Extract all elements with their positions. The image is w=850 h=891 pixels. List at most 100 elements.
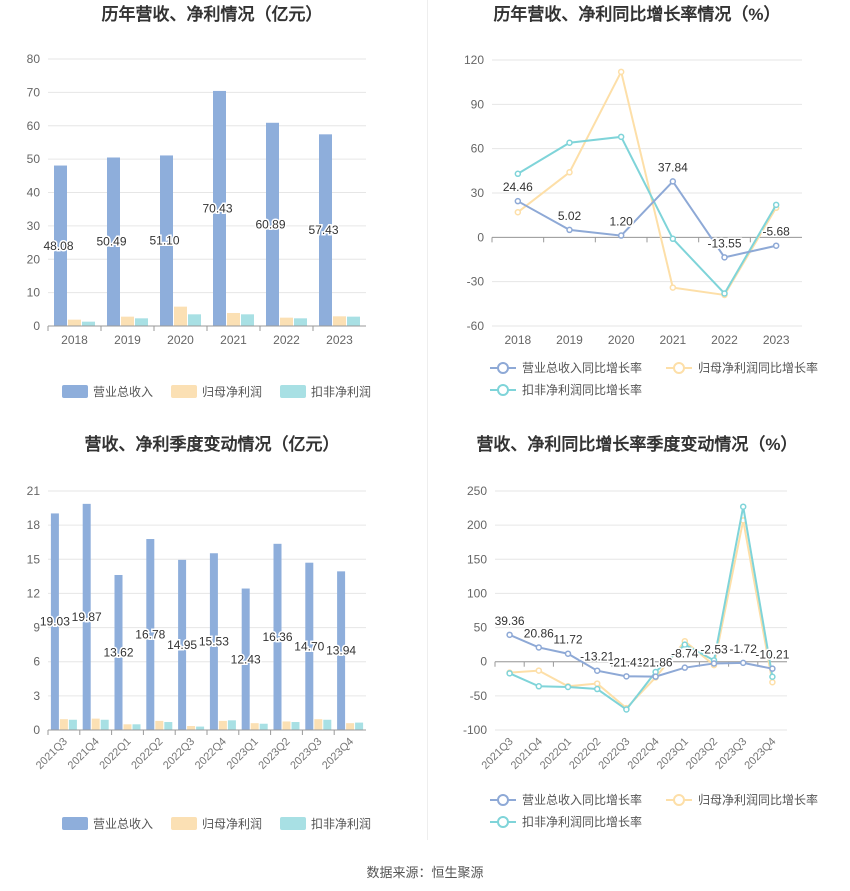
y-tick-label: 70: [27, 85, 41, 99]
x-tick-label: 2018: [504, 333, 531, 347]
bar-parent-profit: [280, 317, 293, 326]
data-label: -13.55: [707, 236, 741, 250]
bar-deducted-profit: [82, 321, 95, 326]
line-point: [769, 673, 776, 680]
legend-label: 归母净利润同比增长率: [698, 792, 818, 807]
x-tick-label: 2022: [273, 333, 300, 347]
legend-swatch-marker: [497, 816, 509, 828]
bar-parent-profit: [314, 719, 323, 730]
x-tick-label: 2023: [326, 333, 353, 347]
x-tick-label: 2020: [608, 333, 635, 347]
bar-deducted-profit: [323, 719, 332, 730]
data-label: 37.84: [658, 160, 688, 174]
quarterly-growth-rate-svg: 营收、净利同比增长率季度变动情况（%） -100 -50 0 50 100 150 200 25…: [463, 434, 818, 829]
line-point: [617, 232, 625, 239]
data-label: 24.46: [503, 180, 533, 194]
line-point: [739, 503, 747, 510]
line-point: [564, 650, 572, 657]
quarterly-growth-rate-chart: 营收、净利同比增长率季度变动情况（%） -100 -50 0 50 100 150 200 25…: [425, 430, 850, 860]
line-parent-profit-growth: [509, 520, 774, 710]
quarterly-revenue-profit-svg: 营收、净利季度变动情况（亿元） 0 3 6 9 12 15 18 21 19.03 19.87 13.…: [27, 434, 371, 831]
y-tick-label: 0: [480, 655, 487, 669]
x-tick-label: 2022Q4: [626, 736, 662, 772]
legend-swatch: [62, 817, 88, 830]
bar-parent-profit: [123, 724, 132, 730]
y-tick-label: 15: [27, 552, 41, 566]
legend-label: 扣非净利润: [311, 817, 371, 831]
legend-swatch: [280, 817, 306, 830]
annual-revenue-profit-chart: 历年营收、净利情况（亿元） 0 10 20 30 40 50 60 70 80 48.08 50.49…: [0, 0, 425, 430]
y-tick-label: 9: [33, 621, 40, 635]
legend-swatch: [62, 385, 88, 398]
data-label: -21.41: [609, 655, 643, 669]
data-label: 51.10: [149, 234, 179, 248]
data-label: 39.36: [495, 614, 525, 628]
x-tick-label: 2018: [61, 333, 88, 347]
y-tick-label: 30: [471, 186, 485, 200]
x-tick-label: 2023: [763, 333, 790, 347]
bar-parent-profit: [218, 720, 227, 730]
x-tick-label: 2023Q3: [713, 736, 749, 772]
legend-label: 归母净利润: [202, 817, 262, 831]
legend-label: 归母净利润同比增长率: [698, 360, 818, 375]
y-tick-label: 100: [467, 586, 487, 600]
line-point: [739, 659, 747, 667]
line-point: [566, 169, 573, 176]
line-point: [623, 673, 630, 680]
legend-label: 归母净利润: [202, 385, 262, 399]
bar-deducted-profit: [135, 318, 148, 326]
data-label: 19.03: [40, 615, 70, 629]
y-tick-label: 150: [467, 552, 487, 566]
line-point: [506, 631, 513, 639]
bar-revenue: [82, 503, 91, 730]
data-label: 50.49: [96, 235, 126, 249]
line-point: [681, 664, 689, 671]
line-point: [669, 235, 677, 243]
y-tick-label: 18: [27, 518, 41, 532]
annual-growth-rate-chart: 历年营收、净利同比增长率情况（%） -60 -30 0 30 60 90 120 24.46 5.…: [425, 0, 850, 430]
bar-deducted-profit: [188, 314, 201, 326]
data-label: -8.74: [671, 647, 699, 661]
line-point: [652, 673, 659, 680]
line-point: [535, 644, 543, 651]
y-tick-label: 50: [474, 621, 488, 635]
x-tick-label: 2022Q1: [538, 736, 574, 772]
legend-swatch: [171, 817, 197, 830]
data-label: 19.87: [72, 610, 102, 624]
line-point: [566, 226, 573, 234]
line-point: [593, 685, 601, 693]
chart-title: 营收、净利同比增长率季度变动情况（%）: [476, 434, 797, 454]
y-tick-label: -60: [467, 319, 485, 333]
x-tick-label: 2021: [220, 333, 247, 347]
line-point: [564, 683, 572, 691]
legend-label: 扣非净利润同比增长率: [522, 814, 642, 829]
bar-deducted-profit: [294, 318, 307, 326]
bar-parent-profit: [121, 316, 134, 326]
legend-label: 营业总收入: [93, 385, 153, 399]
x-tick-label: 2020: [167, 333, 194, 347]
legend-label: 营业总收入同比增长率: [522, 360, 642, 375]
line-point: [506, 670, 513, 677]
bar-parent-profit: [155, 720, 164, 730]
y-tick-label: 60: [27, 119, 41, 133]
bar-deducted-profit: [100, 719, 109, 730]
bar-revenue: [114, 574, 123, 730]
quarterly-revenue-profit-chart: 营收、净利季度变动情况（亿元） 0 3 6 9 12 15 18 21 19.03 19.87 13.…: [0, 430, 425, 860]
bar-deducted-profit: [68, 719, 77, 730]
bar-revenue: [266, 122, 279, 326]
x-tick-label: 2023Q4: [742, 736, 778, 772]
bar-deducted-profit: [291, 722, 300, 730]
legend-label: 扣非净利润: [311, 385, 371, 399]
bar-parent-profit: [282, 721, 291, 730]
line-deducted-profit-growth: [517, 135, 778, 296]
bar-parent-profit: [68, 319, 81, 326]
x-tick-label: 2019: [556, 333, 583, 347]
y-tick-label: 12: [27, 586, 41, 600]
data-label: 12.43: [231, 652, 261, 666]
y-tick-label: -50: [470, 689, 488, 703]
bar-parent-profit: [174, 306, 187, 326]
chart-title: 营收、净利季度变动情况（亿元）: [85, 434, 340, 454]
bar-revenue: [241, 588, 250, 730]
x-tick-label: 2022Q1: [97, 736, 133, 772]
data-label: -1.72: [730, 642, 758, 656]
